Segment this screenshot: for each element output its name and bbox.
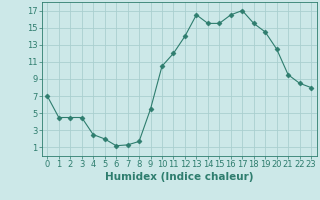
X-axis label: Humidex (Indice chaleur): Humidex (Indice chaleur) [105,172,253,182]
